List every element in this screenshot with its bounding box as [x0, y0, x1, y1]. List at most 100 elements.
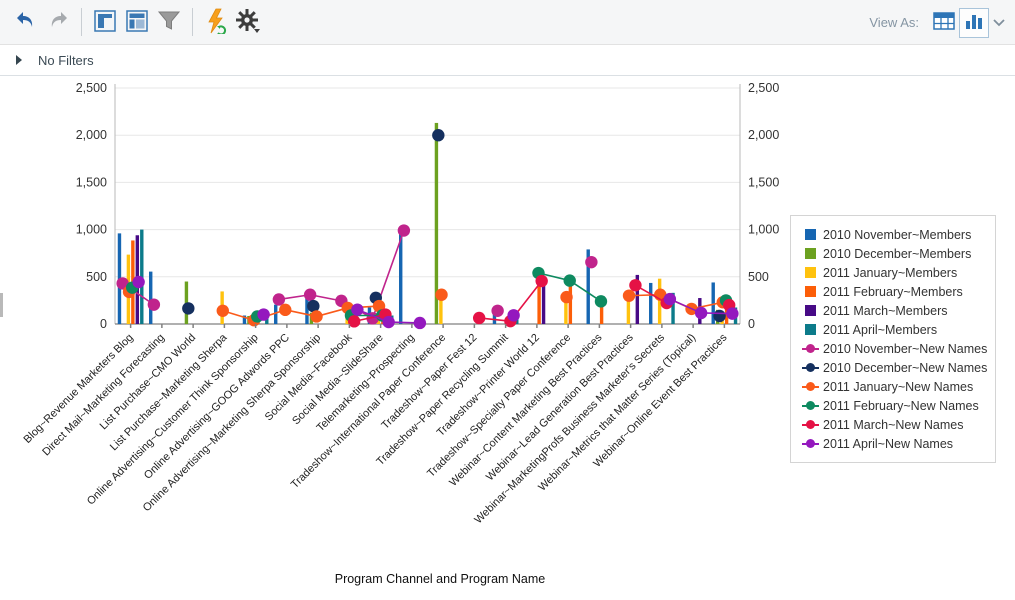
- bar[interactable]: [635, 274, 640, 324]
- y-axis-tick-label-left: 2,500: [76, 81, 107, 95]
- data-point-marker[interactable]: [507, 309, 520, 322]
- data-point-marker[interactable]: [307, 299, 320, 313]
- data-point-marker[interactable]: [432, 129, 445, 142]
- data-point-marker[interactable]: [535, 274, 548, 288]
- collapsed-panel-handle[interactable]: [0, 293, 3, 317]
- data-point-marker[interactable]: [629, 279, 642, 292]
- bar[interactable]: [568, 281, 573, 324]
- bar[interactable]: [492, 313, 497, 324]
- legend-item[interactable]: 2011 February~Members: [801, 282, 987, 301]
- x-axis-category-label: Tradeshow~Specialty Paper Conference: [425, 332, 573, 480]
- toolbar: View As:: [0, 0, 1015, 45]
- bar[interactable]: [265, 315, 269, 324]
- filter-button[interactable]: [154, 7, 184, 37]
- data-point-marker[interactable]: [272, 293, 286, 306]
- legend-item[interactable]: 2011 March~Members: [801, 301, 987, 320]
- window-layout-icon: [93, 9, 117, 36]
- bar[interactable]: [274, 304, 278, 324]
- data-point-marker[interactable]: [382, 315, 395, 329]
- bar[interactable]: [711, 282, 715, 324]
- data-point-marker[interactable]: [472, 311, 486, 325]
- legend-item[interactable]: 2011 January~Members: [801, 263, 987, 282]
- data-point-marker[interactable]: [347, 315, 361, 328]
- data-point-marker[interactable]: [216, 304, 229, 317]
- y-axis-tick-label-right: 0: [748, 317, 755, 331]
- settings-button[interactable]: [233, 7, 263, 37]
- data-point-marker[interactable]: [182, 302, 195, 315]
- data-point-marker[interactable]: [413, 316, 427, 330]
- bar[interactable]: [541, 282, 546, 324]
- dashboard-layout-button[interactable]: [122, 7, 152, 37]
- bar[interactable]: [626, 297, 631, 324]
- bar[interactable]: [515, 318, 519, 324]
- bar[interactable]: [537, 274, 541, 324]
- data-point-marker[interactable]: [351, 303, 364, 316]
- legend-item[interactable]: 2011 April~Members: [801, 320, 987, 339]
- data-point-marker[interactable]: [310, 310, 323, 323]
- lightning-refresh-icon: [204, 8, 228, 37]
- data-point-marker[interactable]: [435, 288, 448, 301]
- legend-item[interactable]: 2011 January~New Names: [801, 377, 987, 396]
- y-axis-tick-label-right: 2,500: [748, 81, 779, 95]
- bar[interactable]: [305, 294, 309, 324]
- legend-item[interactable]: 2010 December~Members: [801, 244, 987, 263]
- data-point-marker[interactable]: [622, 289, 636, 302]
- legend-label: 2011 January~New Names: [823, 379, 974, 394]
- data-point-marker[interactable]: [279, 303, 292, 317]
- redo-button[interactable]: [43, 7, 73, 37]
- legend-label: 2010 November~Members: [823, 227, 972, 242]
- data-point-marker[interactable]: [116, 277, 129, 290]
- legend-item[interactable]: 2010 November~New Names: [801, 339, 987, 358]
- bar[interactable]: [439, 296, 443, 324]
- chart-legend: 2010 November~Members 2010 December~Membe…: [790, 215, 996, 463]
- gear-icon: [235, 8, 261, 37]
- line-segment: [569, 279, 602, 303]
- legend-item[interactable]: 2010 December~New Names: [801, 358, 987, 377]
- view-as-table-button[interactable]: [929, 8, 959, 38]
- bar[interactable]: [242, 315, 247, 324]
- data-point-marker[interactable]: [132, 275, 145, 289]
- legend-swatch-line-marker: [802, 438, 819, 449]
- run-report-button[interactable]: [201, 7, 231, 37]
- toolbar-separator: [81, 8, 82, 36]
- data-point-marker[interactable]: [560, 290, 573, 304]
- bar[interactable]: [657, 278, 662, 324]
- window-layout-filled-icon: [125, 9, 149, 36]
- maximize-panel-button[interactable]: [90, 7, 120, 37]
- data-point-marker[interactable]: [726, 307, 739, 320]
- view-as-chart-button[interactable]: [959, 7, 989, 38]
- data-point-marker[interactable]: [303, 288, 317, 301]
- undo-icon: [14, 10, 38, 35]
- legend-item[interactable]: 2011 April~New Names: [801, 434, 987, 453]
- bar[interactable]: [399, 230, 403, 324]
- data-point-marker[interactable]: [585, 255, 598, 269]
- data-point-marker[interactable]: [372, 299, 386, 313]
- legend-swatch-square: [805, 229, 816, 240]
- undo-button[interactable]: [11, 7, 41, 37]
- legend-item[interactable]: 2011 March~New Names: [801, 415, 987, 434]
- data-point-marker[interactable]: [397, 224, 411, 237]
- bar[interactable]: [434, 122, 439, 324]
- legend-swatch-line-marker: [802, 362, 819, 373]
- data-point-marker[interactable]: [663, 292, 677, 306]
- data-point-marker[interactable]: [563, 274, 576, 287]
- data-point-marker[interactable]: [594, 295, 608, 308]
- bar[interactable]: [599, 302, 604, 324]
- chevron-down-icon[interactable]: [993, 16, 1005, 30]
- bar[interactable]: [671, 292, 675, 324]
- bar[interactable]: [564, 298, 568, 324]
- legend-swatch-line-marker: [802, 419, 819, 430]
- bar[interactable]: [586, 249, 590, 324]
- data-point-marker[interactable]: [147, 298, 161, 311]
- data-point-marker[interactable]: [694, 306, 708, 320]
- legend-item[interactable]: 2011 February~New Names: [801, 396, 987, 415]
- combo-chart[interactable]: 0 0 500 500 1,000 1,000 1,500 1,500 2,000 2,000 2,…: [0, 76, 1015, 600]
- legend-item[interactable]: 2010 November~Members: [801, 225, 987, 244]
- bar[interactable]: [649, 282, 653, 324]
- y-axis-tick-label-left: 1,500: [76, 175, 107, 189]
- data-point-marker[interactable]: [713, 309, 726, 323]
- data-point-marker[interactable]: [257, 308, 270, 321]
- expand-filters-icon[interactable]: [16, 55, 22, 65]
- data-point-marker[interactable]: [491, 304, 504, 317]
- bar[interactable]: [149, 271, 153, 324]
